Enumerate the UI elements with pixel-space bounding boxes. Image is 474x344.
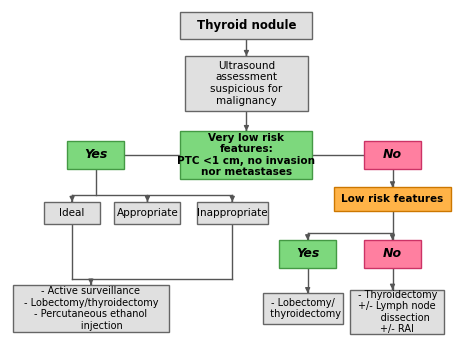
Text: No: No (383, 247, 402, 260)
Text: Inappropriate: Inappropriate (197, 208, 268, 218)
Text: Yes: Yes (84, 149, 107, 161)
FancyBboxPatch shape (185, 56, 308, 110)
Text: Ultrasound
assessment
suspicious for
malignancy: Ultrasound assessment suspicious for mal… (210, 61, 283, 106)
Text: Ideal: Ideal (59, 208, 85, 218)
FancyBboxPatch shape (181, 12, 312, 39)
Text: Yes: Yes (296, 247, 319, 260)
FancyBboxPatch shape (334, 187, 451, 211)
FancyBboxPatch shape (279, 240, 336, 268)
FancyBboxPatch shape (13, 284, 169, 332)
FancyBboxPatch shape (115, 202, 181, 224)
FancyBboxPatch shape (263, 293, 343, 324)
FancyBboxPatch shape (364, 141, 421, 169)
FancyBboxPatch shape (350, 290, 444, 334)
Text: - Thyroidectomy
+/- Lymph node
     dissection
+/- RAI: - Thyroidectomy +/- Lymph node dissectio… (357, 290, 437, 334)
Text: - Lobectomy/
  thyroidectomy: - Lobectomy/ thyroidectomy (264, 298, 341, 319)
FancyBboxPatch shape (197, 202, 268, 224)
Text: - Active surveillance
- Lobectomy/thyroidectomy
- Percutaneous ethanol
       in: - Active surveillance - Lobectomy/thyroi… (24, 286, 158, 331)
Text: Thyroid nodule: Thyroid nodule (197, 19, 296, 32)
FancyBboxPatch shape (44, 202, 100, 224)
Text: Appropriate: Appropriate (117, 208, 178, 218)
FancyBboxPatch shape (181, 131, 312, 179)
Text: No: No (383, 149, 402, 161)
Text: Very low risk
features:
PTC <1 cm, no invasion
nor metastases: Very low risk features: PTC <1 cm, no in… (177, 132, 315, 178)
Text: Low risk features: Low risk features (341, 194, 444, 204)
FancyBboxPatch shape (67, 141, 124, 169)
FancyBboxPatch shape (364, 240, 421, 268)
